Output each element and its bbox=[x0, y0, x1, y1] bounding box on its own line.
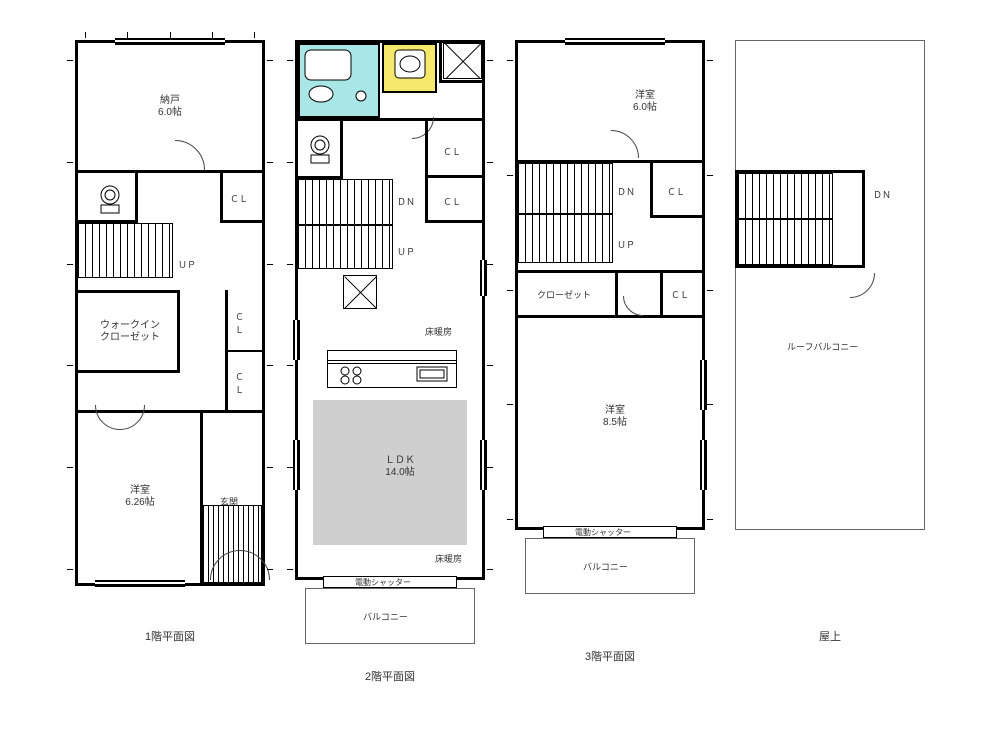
floor3-column: 洋室 6.0帖 ＤＮ ＵＰ ＣＬ クローゼット ＣＬ 洋室 8.5帖 bbox=[515, 20, 705, 664]
stairs-f1 bbox=[78, 223, 173, 278]
nando-label: 納戸 6.0帖 bbox=[125, 95, 215, 119]
up-f1: ＵＰ bbox=[178, 258, 196, 271]
yoshitsu85-label: 洋室 8.5帖 bbox=[585, 405, 645, 429]
cl-f3-1: ＣＬ bbox=[667, 185, 685, 198]
roof-outline bbox=[735, 40, 925, 530]
floor-plans-container: 納戸 6.0帖 ＣＬ ＵＰ ウォークイン クローゼット bbox=[20, 20, 980, 684]
wic-label: ウォークイン クローゼット bbox=[90, 320, 170, 344]
cl-f1-2: ＣＬ bbox=[235, 310, 244, 336]
yoshitsu626-label: 洋室 6.26帖 bbox=[105, 485, 175, 509]
cl-f3-2: ＣＬ bbox=[671, 288, 689, 301]
roof-column: ＤＮ ルーフバルコニー 屋上 bbox=[735, 20, 925, 644]
closet-label: クローゼット bbox=[537, 288, 591, 301]
cl-f1-1: ＣＬ bbox=[230, 192, 248, 205]
dn-roof: ＤＮ bbox=[873, 188, 891, 201]
shutter-f2-label: 電動シャッター bbox=[355, 577, 411, 588]
cl-f1-3: ＣＬ bbox=[235, 370, 244, 396]
balcony-f3-label: バルコニー bbox=[583, 560, 628, 573]
floor2-label: 2階平面図 bbox=[365, 668, 415, 684]
toilet-f1 bbox=[97, 185, 123, 217]
cl-f2-1: ＣＬ bbox=[443, 145, 461, 158]
floor1-label: 1階平面図 bbox=[145, 628, 195, 644]
cl-f2-2: ＣＬ bbox=[443, 195, 461, 208]
floor3-label: 3階平面図 bbox=[585, 648, 635, 664]
balcony-f2-label: バルコニー bbox=[363, 610, 408, 623]
vent-box-mid bbox=[343, 275, 377, 309]
yukadanbo-top: 床暖房 bbox=[425, 325, 452, 338]
up-f2: ＵＰ bbox=[397, 245, 415, 258]
roof-balcony-label: ルーフバルコニー bbox=[787, 340, 858, 353]
floor1-column: 納戸 6.0帖 ＣＬ ＵＰ ウォークイン クローゼット bbox=[75, 20, 265, 644]
floor1-plan: 納戸 6.0帖 ＣＬ ＵＰ ウォークイン クローゼット bbox=[75, 20, 265, 620]
floor3-plan: 洋室 6.0帖 ＤＮ ＵＰ ＣＬ クローゼット ＣＬ 洋室 8.5帖 bbox=[515, 20, 705, 640]
yukadanbo-bot: 床暖房 bbox=[435, 552, 462, 565]
floor2-plan: ＣＬ ＣＬ ＤＮ ＵＰ 床暖房 ＬＤＫ 14.0帖 床暖房 電動シャッター bbox=[295, 20, 485, 660]
shutter-f3-label: 電動シャッター bbox=[575, 527, 631, 538]
roof-plan: ＤＮ ルーフバルコニー bbox=[735, 20, 925, 620]
vent-box-top bbox=[443, 43, 482, 79]
up-f3: ＵＰ bbox=[617, 238, 635, 251]
dn-f2: ＤＮ bbox=[397, 195, 415, 208]
floor2-column: ＣＬ ＣＬ ＤＮ ＵＰ 床暖房 ＬＤＫ 14.0帖 床暖房 電動シャッター bbox=[295, 20, 485, 684]
dn-f3: ＤＮ bbox=[617, 185, 635, 198]
yoshitsu6-label: 洋室 6.0帖 bbox=[615, 90, 675, 114]
roof-label: 屋上 bbox=[819, 628, 841, 644]
ldk-label: ＬＤＫ 14.0帖 bbox=[365, 455, 435, 479]
toilet-f2 bbox=[307, 135, 333, 167]
